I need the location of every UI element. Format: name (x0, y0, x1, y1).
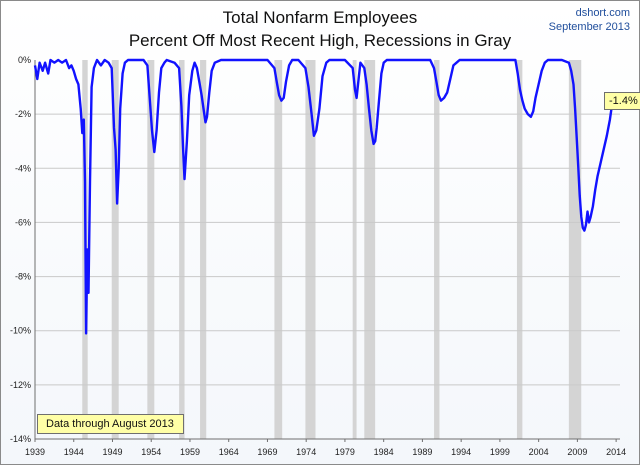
recession-band (352, 60, 357, 439)
x-tick-label: 1959 (180, 447, 200, 457)
y-tick-label: -2% (15, 109, 31, 119)
axes (34, 60, 620, 440)
x-tick-label: 1944 (64, 447, 84, 457)
recession-band (434, 60, 440, 439)
y-tick-labels: 0% -2% -4% -6% -8% -10% -12% -14% (10, 55, 31, 444)
x-tick-label: 1989 (412, 447, 432, 457)
latest-value-callout: -1.4% (604, 92, 640, 110)
series-line-nonfarm (33, 58, 615, 335)
recession-band (305, 60, 316, 439)
source-site: dshort.com (575, 7, 630, 19)
x-tick-label: 2004 (529, 447, 549, 457)
recession-band (364, 60, 376, 439)
x-tick-label: 2014 (606, 447, 626, 457)
x-tick-label: 1969 (257, 447, 277, 457)
x-tick-labels: 1939 1944 1949 1954 1959 1964 1969 1974 1979 1984… (25, 439, 626, 457)
recession-band (147, 60, 155, 439)
y-tick-label: -12% (10, 380, 31, 390)
recession-band (179, 60, 185, 439)
x-tick-label: 1979 (335, 447, 355, 457)
x-tick-label: 1964 (219, 447, 239, 457)
y-tick-label: 0% (18, 55, 31, 65)
y-tick-label: -8% (15, 272, 31, 282)
y-tick-label: -10% (10, 326, 31, 336)
x-tick-label: 1999 (490, 447, 510, 457)
gridlines (35, 113, 620, 386)
recession-band (111, 60, 119, 439)
data-through-note: Data through August 2013 (37, 414, 184, 434)
y-tick-label: -4% (15, 163, 31, 173)
chart-title-line2: Percent Off Most Recent High, Recessions… (128, 31, 512, 50)
recession-band (516, 60, 523, 439)
x-tick-label: 1994 (451, 447, 471, 457)
x-tick-label: 1949 (102, 447, 122, 457)
recession-band (200, 60, 207, 439)
chart-title-line1: Total Nonfarm Employees (222, 8, 418, 27)
y-tick-label: -6% (15, 217, 31, 227)
x-tick-label: 1984 (374, 447, 394, 457)
recession-band (274, 60, 283, 439)
x-tick-label: 1974 (296, 447, 316, 457)
y-tick-label: -14% (10, 434, 31, 444)
x-tick-label: 1939 (25, 447, 45, 457)
x-tick-label: 1954 (141, 447, 161, 457)
source-date: September 2013 (548, 21, 630, 33)
x-tick-label: 2009 (567, 447, 587, 457)
